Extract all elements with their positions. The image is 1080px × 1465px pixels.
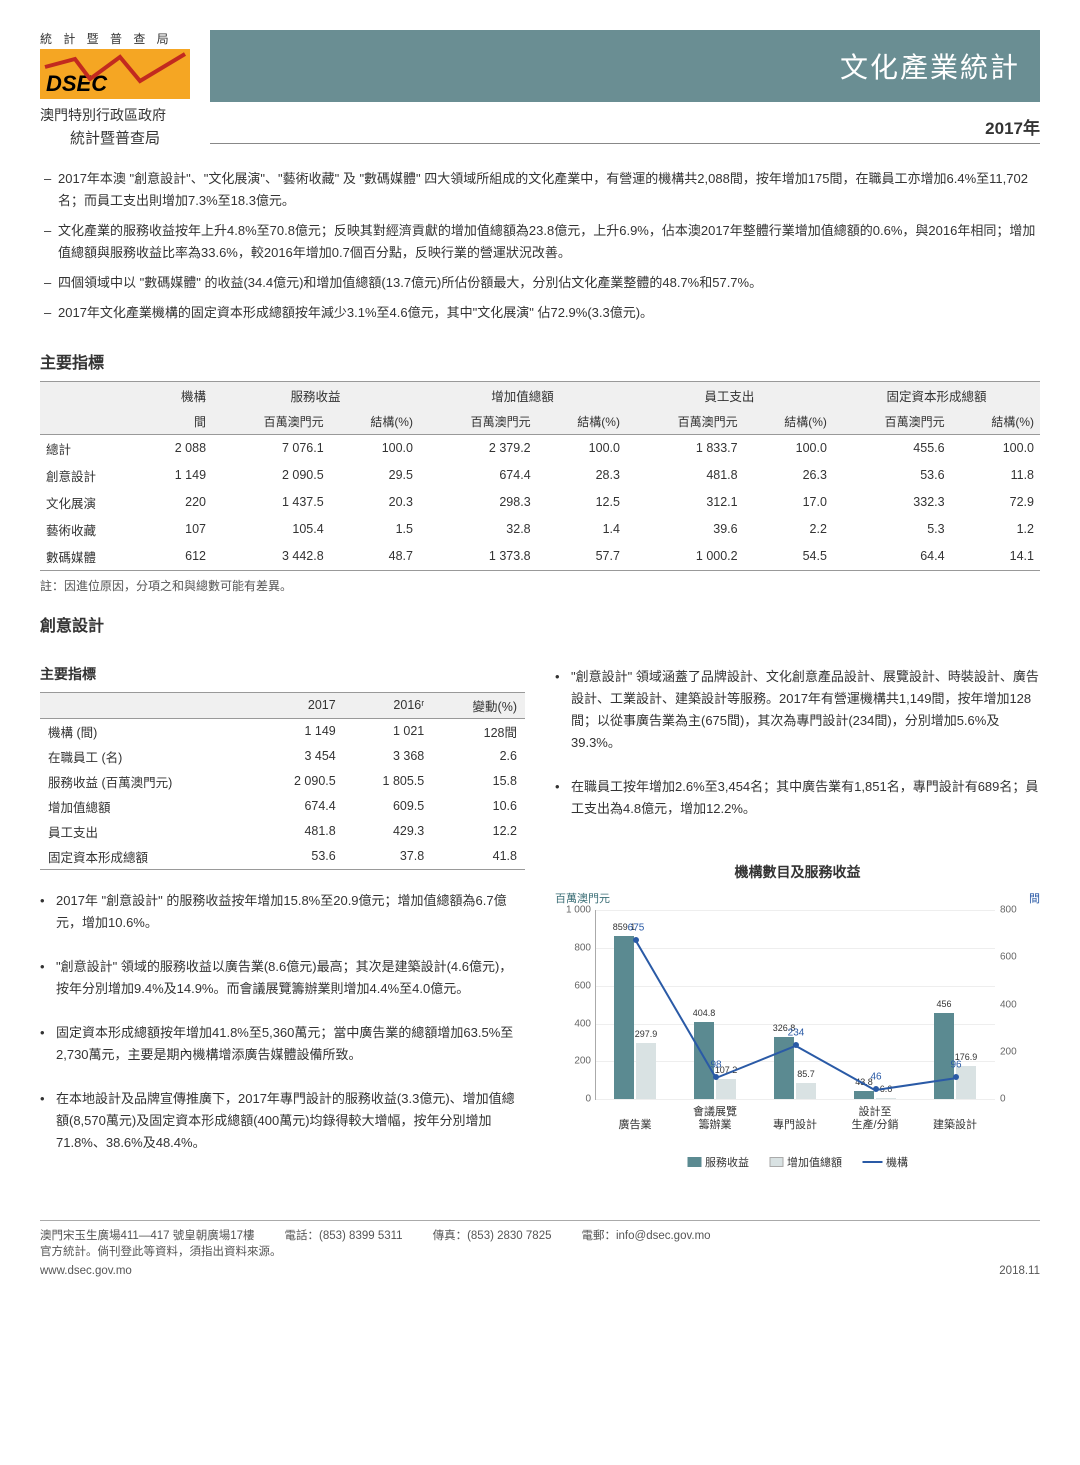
page-header: 統 計 暨 普 查 局 DSEC 澳門特別行政區政府 統計暨普查局 文化產業統計… <box>40 30 1040 148</box>
legend-label-revenue: 服務收益 <box>705 1154 749 1170</box>
creative-right-bullets: "創意設計" 領域涵蓋了品牌設計、文化創意產品設計、展覽設計、時裝設計、廣告設計… <box>555 666 1040 843</box>
table-row: 增加值總額674.4609.510.6 <box>40 794 525 819</box>
table-row: 固定資本形成總額53.637.841.8 <box>40 844 525 870</box>
footer-date: 2018.11 <box>999 1265 1040 1277</box>
fax-label: 傳真： <box>433 1230 468 1242</box>
footer-address: 澳門宋玉生廣場411—417 號皇朝廣場17樓 <box>40 1227 255 1243</box>
creative-left-col: 主要指標 20172016ʳ變動(%) 機構 (間)1 1491 021128間… <box>40 646 525 1197</box>
logo-zigzag-icon <box>40 49 190 99</box>
title-block: 文化產業統計 2017年 <box>210 30 1040 144</box>
creative-sub-title: 主要指標 <box>40 664 525 684</box>
bullet-item: 在職員工按年增加2.6%至3,454名；其中廣告業有1,851名，專門設計有68… <box>555 776 1040 842</box>
dsec-logo: DSEC <box>40 49 190 99</box>
tel-value: (853) 8399 5311 <box>319 1230 403 1242</box>
table-row: 服務收益 (百萬澳門元)2 090.51 805.515.8 <box>40 769 525 794</box>
bullet-item: 在本地設計及品牌宣傳推廣下，2017年專門設計的服務收益(3.3億元)、增加值總… <box>40 1088 525 1176</box>
bar-line-chart: 百萬澳門元 間 02004006008001 00002004006008008… <box>555 890 1040 1170</box>
summary-bullets: 2017年本澳 "創意設計"、"文化展演"、"藝術收藏" 及 "數碼媒體" 四大… <box>40 164 1040 329</box>
legend-line-establishments <box>862 1161 882 1163</box>
bullet-item: "創意設計" 領域的服務收益以廣告業(8.6億元)最高；其次是建築設計(4.6億… <box>40 956 525 1022</box>
creative-section-title: 創意設計 <box>40 612 1040 636</box>
bullet-item: 固定資本形成總額按年增加41.8%至5,360萬元；當中廣告業的總額增加63.5… <box>40 1022 525 1088</box>
table-row: 總計2 0887 076.1100.02 379.2100.01 833.710… <box>40 434 1040 462</box>
bullet-item: "創意設計" 領域涵蓋了品牌設計、文化創意產品設計、展覽設計、時裝設計、廣告設計… <box>555 666 1040 776</box>
chart-legend: 服務收益 增加值總額 機構 <box>687 1154 908 1170</box>
footer-official: 官方統計。倘刊登此等資料，須指出資料來源。 <box>40 1243 1040 1259</box>
creative-table: 20172016ʳ變動(%) 機構 (間)1 1491 021128間在職員工 … <box>40 692 525 870</box>
gov-line1: 澳門特別行政區政府 <box>40 105 210 125</box>
document-year: 2017年 <box>210 114 1040 144</box>
legend-swatch-value-added <box>769 1157 783 1167</box>
table-row: 創意設計1 1492 090.529.5674.428.3481.826.353… <box>40 462 1040 489</box>
logo-block: 統 計 暨 普 查 局 DSEC 澳門特別行政區政府 統計暨普查局 <box>40 30 210 148</box>
bureau-label: 統 計 暨 普 查 局 <box>40 30 210 47</box>
main-indicators-title: 主要指標 <box>40 349 1040 373</box>
footer-website: www.dsec.gov.mo <box>40 1265 132 1277</box>
email-value: info@dsec.gov.mo <box>616 1230 711 1242</box>
table-note: 註：因進位原因，分項之和與總數可能有差異。 <box>40 577 1040 594</box>
creative-right-col: "創意設計" 領域涵蓋了品牌設計、文化創意產品設計、展覽設計、時裝設計、廣告設計… <box>555 646 1040 1197</box>
creative-left-bullets: 2017年 "創意設計" 的服務收益按年增加15.8%至20.9億元；增加值總額… <box>40 890 525 1177</box>
table-row: 機構 (間)1 1491 021128間 <box>40 718 525 744</box>
chart-title: 機構數目及服務收益 <box>555 862 1040 882</box>
gov-line2: 統計暨普查局 <box>40 127 190 148</box>
table-row: 員工支出481.8429.312.2 <box>40 819 525 844</box>
summary-bullet: 2017年本澳 "創意設計"、"文化展演"、"藝術收藏" 及 "數碼媒體" 四大… <box>40 164 1040 216</box>
legend-swatch-revenue <box>687 1157 701 1167</box>
email-label: 電郵： <box>581 1230 616 1242</box>
bullet-item: 2017年 "創意設計" 的服務收益按年增加15.8%至20.9億元；增加值總額… <box>40 890 525 956</box>
table-row: 在職員工 (名)3 4543 3682.6 <box>40 744 525 769</box>
document-title: 文化產業統計 <box>210 30 1040 102</box>
summary-bullet: 四個領域中以 "數碼媒體" 的收益(34.4億元)和增加值總額(13.7億元)所… <box>40 268 1040 298</box>
legend-label-establishments: 機構 <box>886 1154 908 1170</box>
legend-label-value-added: 增加值總額 <box>787 1154 842 1170</box>
table-row: 文化展演2201 437.520.3298.312.5312.117.0332.… <box>40 489 1040 516</box>
summary-bullet: 文化產業的服務收益按年上升4.8%至70.8億元；反映其對經濟貢獻的增加值總額為… <box>40 216 1040 268</box>
tel-label: 電話： <box>285 1230 320 1242</box>
summary-bullet: 2017年文化產業機構的固定資本形成總額按年減少3.1%至4.6億元，其中"文化… <box>40 298 1040 328</box>
table-row: 藝術收藏107105.41.532.81.439.62.25.31.2 <box>40 516 1040 543</box>
table-row: 數碼媒體6123 442.848.71 373.857.71 000.254.5… <box>40 543 1040 571</box>
page-footer: 澳門宋玉生廣場411—417 號皇朝廣場17樓 電話：(853) 8399 53… <box>40 1220 1040 1277</box>
fax-value: (853) 2830 7825 <box>467 1230 551 1242</box>
main-indicators-table: 機構服務收益增加值總額員工支出固定資本形成總額 間百萬澳門元結構(%)百萬澳門元… <box>40 381 1040 571</box>
